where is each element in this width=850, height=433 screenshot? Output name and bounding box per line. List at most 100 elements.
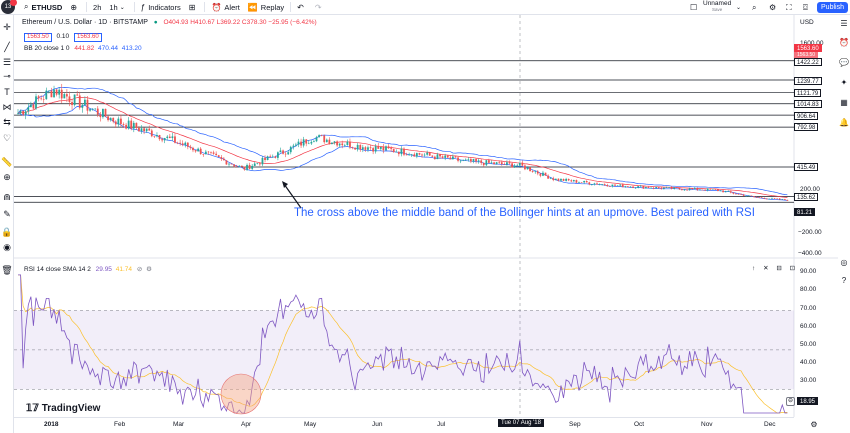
- replay-button[interactable]: ⏪ Replay: [244, 0, 288, 15]
- alert-button[interactable]: ⏰ Alert: [207, 0, 243, 15]
- ruler-icon[interactable]: 📏: [1, 157, 13, 167]
- candle-body: [361, 147, 364, 150]
- quick-search-button[interactable]: ⌕: [748, 0, 763, 15]
- zoom-in-icon[interactable]: ⊕: [3, 172, 11, 182]
- crosshair-icon[interactable]: ✛: [3, 22, 11, 32]
- calendar-icon[interactable]: ▦: [840, 98, 848, 107]
- candle-body: [524, 165, 526, 170]
- candle-body: [313, 141, 315, 142]
- candle-body: [565, 178, 568, 181]
- candle-body: [367, 147, 369, 150]
- snapshot-button[interactable]: ⌼: [799, 0, 815, 15]
- broadcast-icon[interactable]: ◎: [840, 258, 848, 267]
- candle-body: [644, 187, 647, 189]
- candle-body: [179, 142, 182, 144]
- buy-box[interactable]: 1563.60: [73, 33, 102, 42]
- interval-2h[interactable]: 2h: [89, 0, 105, 15]
- chart-annotation[interactable]: The cross above the middle band of the B…: [294, 207, 755, 219]
- undo-button[interactable]: ↶: [293, 0, 311, 15]
- candle-body: [632, 186, 634, 188]
- candle-body: [158, 135, 161, 140]
- candle-body: [614, 184, 616, 186]
- rsi-line: [18, 274, 788, 414]
- candle-body: [696, 187, 699, 190]
- pitchfork-icon[interactable]: ⊸: [3, 71, 11, 81]
- candle-body: [29, 104, 32, 108]
- trash-icon[interactable]: 🗑: [1, 265, 13, 275]
- maximize-icon[interactable]: ⊡: [789, 265, 796, 272]
- candle-body: [289, 146, 292, 153]
- minimize-icon[interactable]: ⊟: [776, 265, 782, 272]
- redo-button[interactable]: ↷: [311, 0, 329, 15]
- plus-circle-icon: ⊕: [70, 2, 78, 12]
- lock-drawings-icon[interactable]: ✎: [3, 209, 11, 219]
- ideas-icon[interactable]: ✦: [840, 78, 848, 87]
- currency-label[interactable]: USD: [800, 19, 814, 26]
- candle-body: [621, 184, 624, 188]
- layout-menu-chevron[interactable]: ⌄: [732, 0, 748, 15]
- candle-body: [122, 123, 125, 125]
- chart-settings-icon[interactable]: ⚙: [810, 420, 818, 429]
- level-tag: 135.62: [794, 193, 819, 201]
- candle-body: [755, 197, 758, 198]
- time-axis[interactable]: 2018 Feb Mar Apr May Jun Jul Tue 07 Aug …: [14, 417, 794, 433]
- favorites-icon[interactable]: ♡: [2, 133, 12, 143]
- candle-body: [585, 180, 588, 183]
- candle-body: [771, 198, 773, 199]
- fullscreen-button[interactable]: ⛶: [782, 0, 799, 15]
- alerts-icon[interactable]: ⏰: [839, 38, 849, 47]
- publish-button[interactable]: Publish: [817, 2, 848, 13]
- compare-button[interactable]: ⊕: [66, 0, 84, 15]
- candle-body: [256, 163, 259, 164]
- candle-body: [678, 187, 681, 190]
- horizontal-lines-icon[interactable]: ☰: [2, 57, 12, 67]
- candle-body: [215, 153, 218, 156]
- settings-icon[interactable]: ⚙: [146, 266, 152, 273]
- candle-body: [451, 156, 454, 160]
- chart-canvas[interactable]: [14, 15, 838, 417]
- magnet-icon[interactable]: ⋒: [3, 192, 11, 202]
- prediction-icon[interactable]: ⇆: [3, 117, 11, 127]
- symbol-legend: Ethereum / U.S. Dollar · 1D · BITSTAMP ●…: [22, 19, 317, 26]
- layout-name-button[interactable]: Unnamed Save: [703, 0, 731, 13]
- symbol-search-button[interactable]: ⌕ ETHUSD: [20, 0, 66, 15]
- auto-scale-button[interactable]: ⊖: [786, 397, 795, 406]
- help-icon[interactable]: ?: [841, 276, 847, 285]
- candle-body: [235, 166, 238, 167]
- chat-icon[interactable]: 💬: [839, 58, 849, 67]
- indicators-button[interactable]: ƒ Indicators: [137, 0, 185, 15]
- candle-body: [253, 163, 256, 166]
- watchlist-icon[interactable]: ☰: [840, 19, 848, 28]
- pattern-icon[interactable]: ⋈: [2, 102, 12, 112]
- eye-icon[interactable]: ◉: [3, 242, 11, 252]
- candle-body: [462, 159, 465, 161]
- candle-body: [583, 180, 586, 183]
- candle-body: [150, 130, 153, 137]
- annotation-arrow: [283, 183, 302, 209]
- layout-checkbox[interactable]: ☐: [686, 0, 704, 15]
- interval-1h[interactable]: 1h ⌄: [105, 0, 131, 15]
- eye-off-icon[interactable]: ⊘: [136, 266, 143, 273]
- candle-body: [24, 111, 27, 115]
- move-up-icon[interactable]: ↑: [752, 265, 756, 272]
- lock-icon[interactable]: 🔒: [1, 227, 13, 237]
- candle-body: [439, 154, 441, 157]
- text-icon[interactable]: T: [4, 87, 10, 97]
- notifications-icon[interactable]: 🔔: [839, 118, 849, 127]
- candle-body: [68, 96, 71, 103]
- candle-body: [42, 99, 45, 100]
- candle-body: [84, 99, 86, 105]
- templates-button[interactable]: ⊞: [185, 0, 203, 15]
- candle-body: [706, 188, 709, 191]
- trend-line-icon[interactable]: ╱: [4, 42, 10, 52]
- sell-box[interactable]: 1563.50: [24, 33, 52, 42]
- candle-body: [747, 195, 750, 197]
- divider: [204, 2, 206, 12]
- close-icon[interactable]: ✕: [763, 265, 769, 272]
- candle-body: [60, 89, 63, 99]
- settings-button[interactable]: ⚙: [765, 0, 783, 15]
- search-icon: ⌕: [752, 2, 757, 12]
- candle-body: [619, 184, 622, 186]
- candle-body: [526, 167, 529, 170]
- candle-body: [701, 189, 704, 191]
